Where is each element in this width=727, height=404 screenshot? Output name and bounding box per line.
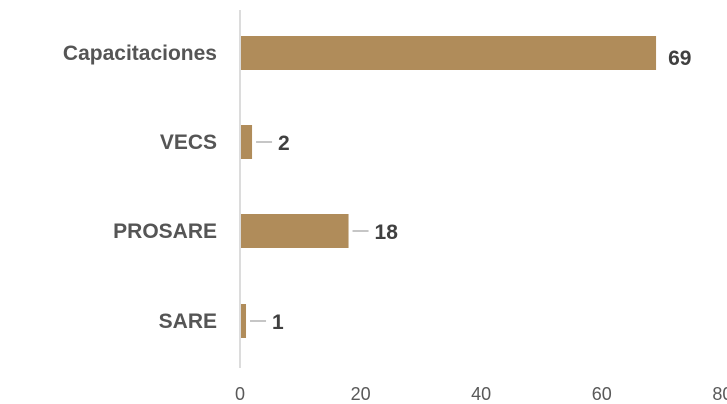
bar [241,36,657,70]
x-tick-label: 0 [235,384,245,404]
bars-layer: Capacitaciones 69 VECS 2 PROSARE 18 SARE 1 [63,36,691,338]
category-label: SARE [159,310,217,333]
x-tick-label: 20 [351,384,371,404]
value-label: 18 [375,221,399,244]
category-label: VECS [160,131,217,154]
bar [241,125,253,159]
category-label: Capacitaciones [63,42,217,65]
value-label: 2 [278,132,290,155]
value-label: 69 [668,47,691,70]
bar [241,214,349,248]
x-axis-ticks: 0 20 40 60 80 [235,384,727,404]
x-tick-label: 60 [592,384,612,404]
category-label: PROSARE [113,220,217,243]
bar [241,304,247,338]
value-label: 1 [272,311,284,334]
x-tick-label: 80 [712,384,727,404]
x-tick-label: 40 [471,384,491,404]
